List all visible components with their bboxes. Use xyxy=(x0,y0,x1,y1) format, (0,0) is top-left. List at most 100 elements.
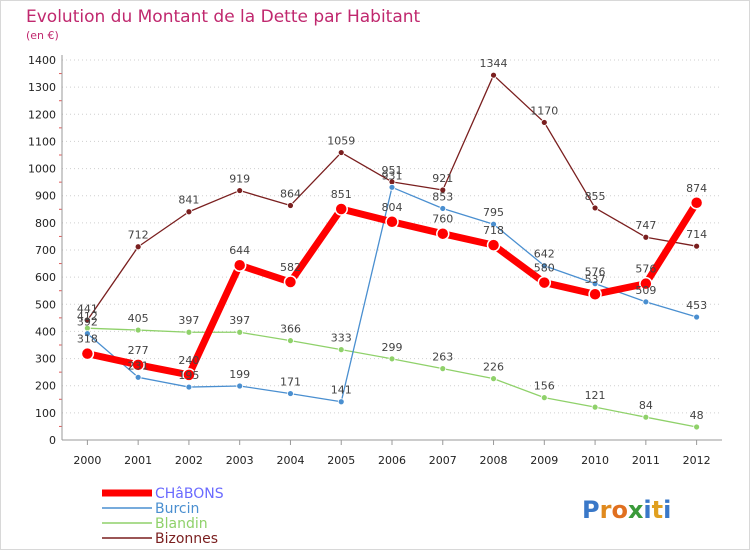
y-tick-label: 200 xyxy=(35,380,56,393)
y-tick-label: 300 xyxy=(35,353,56,366)
logo-letter: P xyxy=(582,496,600,524)
data-label-burcin: 931 xyxy=(382,169,403,182)
data-label-bizonnes: 1344 xyxy=(480,57,508,70)
data-point-burcin xyxy=(591,280,599,288)
data-label-chbons: 644 xyxy=(229,244,250,257)
data-label-blandin: 397 xyxy=(229,314,250,327)
data-label-blandin: 48 xyxy=(690,409,704,422)
chart-title: Evolution du Montant de la Dette par Hab… xyxy=(26,7,421,27)
data-label-chbons: 851 xyxy=(331,188,352,201)
label-layer: 441 712 841 919 864 1059 951 921 1344 1170 855 747 7… xyxy=(77,57,707,422)
data-label-bizonnes: 864 xyxy=(280,187,301,200)
data-point-blandin xyxy=(693,423,701,431)
data-point-bizonnes xyxy=(693,242,701,250)
data-point-blandin xyxy=(490,375,497,383)
data-point-burcin xyxy=(490,220,497,228)
proxiti-logo: Proxiti xyxy=(582,496,671,524)
data-point-bizonnes xyxy=(642,233,650,241)
x-tick-label: 2002 xyxy=(175,454,203,467)
data-point-blandin xyxy=(287,337,294,345)
logo-text: Proxiti xyxy=(582,496,671,524)
y-tick-label: 1200 xyxy=(28,108,56,121)
x-tick-label: 2008 xyxy=(480,454,508,467)
legend-label: Blandin xyxy=(155,516,208,532)
data-point-chbons xyxy=(232,258,247,272)
y-tick-label: 1300 xyxy=(28,81,56,94)
data-point-bizonnes xyxy=(134,243,142,251)
data-point-chbons xyxy=(689,196,704,210)
y-tick-label: 500 xyxy=(35,298,56,311)
x-tick-label: 2000 xyxy=(73,454,101,467)
data-point-chbons xyxy=(537,275,552,290)
legend-label: Burcin xyxy=(155,501,199,517)
data-label-bizonnes: 855 xyxy=(585,190,606,203)
data-point-burcin xyxy=(642,298,650,306)
data-point-burcin xyxy=(337,398,345,406)
y-tick-label: 1000 xyxy=(28,163,56,176)
data-point-bizonnes xyxy=(540,119,548,126)
data-label-blandin: 299 xyxy=(382,341,403,354)
data-label-chbons: 874 xyxy=(686,182,707,195)
data-label-blandin: 412 xyxy=(77,310,98,323)
data-label-bizonnes: 1170 xyxy=(530,104,558,117)
logo-letter: t xyxy=(652,496,663,524)
data-label-blandin: 366 xyxy=(280,323,301,336)
x-tick-label: 2010 xyxy=(581,454,609,467)
data-label-burcin: 853 xyxy=(432,190,453,203)
data-point-blandin xyxy=(185,328,193,336)
data-label-chbons: 277 xyxy=(128,344,149,357)
x-tick-label: 2003 xyxy=(226,454,254,467)
y-tick-label: 1400 xyxy=(28,54,56,67)
data-point-burcin xyxy=(540,262,548,270)
data-point-burcin xyxy=(388,183,396,191)
data-label-chbons: 318 xyxy=(77,333,98,346)
x-tick-label: 2009 xyxy=(530,454,558,467)
data-label-burcin: 231 xyxy=(128,359,149,372)
data-label-chbons: 760 xyxy=(432,213,453,226)
chart-subtitle: (en €) xyxy=(26,29,59,42)
data-point-chbons xyxy=(588,287,602,301)
data-point-burcin xyxy=(439,205,447,212)
y-tick-label: 800 xyxy=(35,217,56,230)
data-label-burcin: 576 xyxy=(585,266,606,279)
data-label-blandin: 397 xyxy=(178,314,199,327)
x-tick-label: 2001 xyxy=(124,454,152,467)
data-point-blandin xyxy=(642,413,650,421)
data-point-bizonnes xyxy=(337,149,345,156)
data-point-blandin xyxy=(236,328,244,336)
x-tick-label: 2011 xyxy=(632,454,660,467)
data-label-bizonnes: 747 xyxy=(635,219,656,232)
data-label-burcin: 171 xyxy=(280,376,301,389)
data-point-chbons xyxy=(182,368,196,382)
data-point-chbons xyxy=(80,346,95,361)
data-point-burcin xyxy=(693,313,701,321)
data-label-burcin: 453 xyxy=(686,299,707,312)
data-label-burcin: 642 xyxy=(534,248,555,261)
data-point-chbons xyxy=(283,275,298,289)
data-label-burcin: 392 xyxy=(77,316,98,329)
data-point-bizonnes xyxy=(490,71,497,79)
logo-letter: i xyxy=(663,496,671,524)
y-tick-label: 900 xyxy=(35,190,56,203)
data-label-bizonnes: 951 xyxy=(382,164,403,177)
data-point-chbons xyxy=(334,202,348,216)
data-point-bizonnes xyxy=(83,316,91,324)
data-label-bizonnes: 919 xyxy=(229,173,250,186)
logo-letter: i xyxy=(643,496,651,524)
series-layer xyxy=(80,71,704,431)
data-label-blandin: 84 xyxy=(639,399,653,412)
data-point-bizonnes xyxy=(287,202,294,209)
data-label-chbons: 804 xyxy=(382,201,403,214)
data-label-blandin: 226 xyxy=(483,361,504,374)
data-label-burcin: 795 xyxy=(483,206,504,219)
data-point-chbons xyxy=(131,358,145,372)
x-tick-label: 2004 xyxy=(276,454,304,467)
data-label-bizonnes: 441 xyxy=(77,302,98,315)
x-tick-label: 2012 xyxy=(683,454,711,467)
data-label-blandin: 405 xyxy=(128,312,149,325)
data-label-chbons: 580 xyxy=(534,262,555,275)
data-point-blandin xyxy=(337,346,345,354)
